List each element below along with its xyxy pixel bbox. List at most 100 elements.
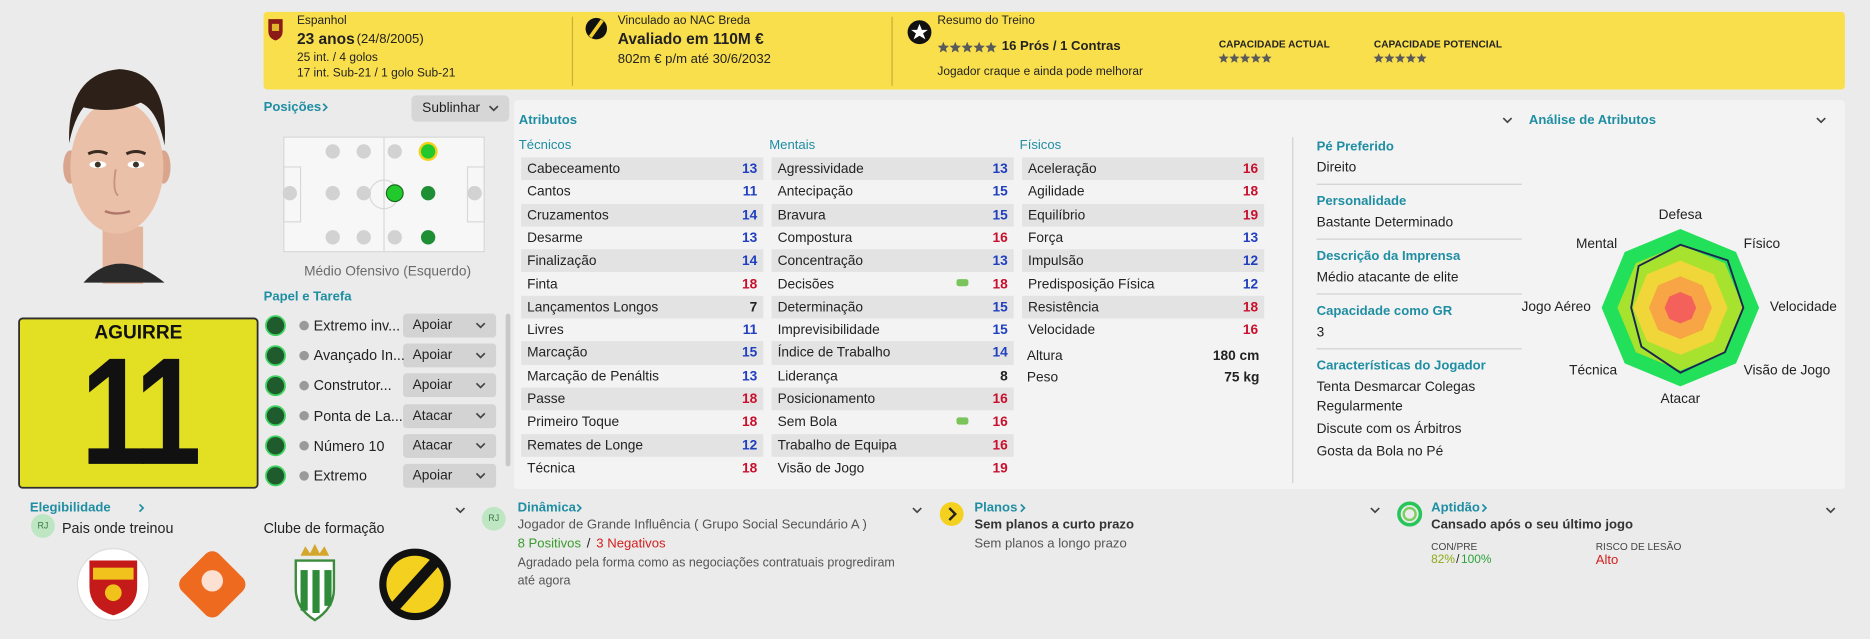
info-value: Bastante Determinado <box>1316 215 1454 231</box>
info-icon <box>299 320 309 331</box>
info-label: Capacidade como GR <box>1316 304 1453 319</box>
attribute-name: Finalização <box>527 254 597 269</box>
attribute-name: Lançamentos Longos <box>527 300 659 315</box>
injury-risk: Alto <box>1595 553 1619 568</box>
duty-dropdown[interactable] <box>403 313 497 338</box>
training-note: Jogador craque e ainda pode melhorar <box>937 65 1143 79</box>
star <box>1261 53 1272 63</box>
attribute-value: 11 <box>742 323 758 338</box>
attribute-value: 13 <box>742 231 758 246</box>
attribute-name: Liderança <box>777 369 838 384</box>
trend-icon <box>956 417 969 425</box>
radar-label: Defesa <box>1658 208 1703 223</box>
negatives: 3 Negativos <box>596 536 666 551</box>
duty-label[interactable]: Atacar <box>412 408 453 423</box>
chevron <box>576 503 582 513</box>
attribute-value: 19 <box>992 461 1008 476</box>
badge-federation <box>76 548 150 621</box>
dynamics-link[interactable]: Dinâmica <box>517 500 576 516</box>
attribute-name: Decisões <box>777 277 835 292</box>
attribute-name: Velocidade <box>1028 323 1096 338</box>
row-stripe <box>521 387 764 411</box>
duty-dropdown[interactable] <box>403 373 497 398</box>
positives: 8 Positivos <box>517 536 582 551</box>
star <box>937 41 950 53</box>
highlight-dropdown-label[interactable]: Sublinhar <box>422 101 481 116</box>
radar-label: Visão de Jogo <box>1743 363 1831 378</box>
attribute-value: 7 <box>749 300 758 315</box>
attribute-value: 13 <box>742 369 758 384</box>
chevron <box>1825 507 1836 514</box>
plans-link[interactable]: Planos <box>974 500 1018 516</box>
attributes-title: Atributos <box>518 113 578 128</box>
attribute-value: 14 <box>742 208 758 223</box>
header-bar <box>263 11 1845 90</box>
duty-label[interactable]: Apoiar <box>412 378 453 393</box>
dynamics-status: Jogador de Grande Influência ( Grupo Soc… <box>517 517 867 532</box>
birth-date: (24/8/2005) <box>356 32 424 47</box>
duty-label[interactable]: Atacar <box>412 438 453 453</box>
divider <box>1316 183 1522 185</box>
role-name: Número 10 <box>313 437 385 455</box>
attribute-value: 18 <box>742 277 758 292</box>
eligibility-link[interactable]: Elegibilidade <box>29 500 111 516</box>
attribute-value: 13 <box>992 254 1008 269</box>
fitness-icon <box>1397 501 1423 527</box>
chevron <box>475 442 486 449</box>
row-stripe <box>521 157 764 181</box>
attribute-name: Remates de Longe <box>527 438 644 453</box>
chevron <box>455 507 466 514</box>
shirt <box>18 317 259 489</box>
duty-label[interactable]: Apoiar <box>412 468 453 484</box>
attribute-value: 13 <box>992 162 1008 177</box>
plans-icon <box>939 502 964 526</box>
fitness-link[interactable]: Aptidão <box>1431 500 1480 516</box>
attribute-value: 15 <box>992 300 1008 315</box>
info-value: Discute com os Árbitros <box>1316 421 1462 436</box>
attribute-group: Mentais <box>769 138 816 153</box>
weight-value: 75 kg <box>1224 370 1260 386</box>
attribute-value: 16 <box>1242 323 1259 338</box>
row-stripe <box>771 295 1014 319</box>
info-icon <box>299 471 309 481</box>
pros-cons: 16 Prós / 1 Contras <box>1001 39 1121 54</box>
radar-label: Físico <box>1743 237 1781 252</box>
row-stripe <box>1022 249 1265 273</box>
badge-youth-club <box>294 543 336 622</box>
attribute-name: Concentração <box>777 254 863 269</box>
attribute-name: Trabalho de Equipa <box>777 438 897 453</box>
duty-label[interactable]: Apoiar <box>412 348 453 363</box>
positions-link[interactable]: Posições <box>263 100 322 115</box>
info-value: 3 <box>1316 325 1325 340</box>
attribute-name: Finta <box>527 277 558 292</box>
duty-dropdown[interactable] <box>403 433 497 458</box>
chevron <box>138 503 145 513</box>
role-name: Ponta de La... <box>313 407 403 425</box>
potential-ability-label: CAPACIDADE POTENCIAL <box>1373 38 1503 51</box>
duty-label[interactable]: Apoiar <box>412 318 453 333</box>
attribute-name: Aceleração <box>1028 162 1097 177</box>
star <box>973 41 985 53</box>
attribute-value: 16 <box>992 415 1008 430</box>
row-stripe <box>521 433 764 457</box>
attribute-value: 15 <box>992 208 1008 223</box>
attribute-value: 18 <box>742 415 758 430</box>
nationality: Espanhol <box>296 14 347 28</box>
chevron <box>488 105 499 112</box>
attribute-name: Agressividade <box>777 162 864 177</box>
radar-label: Velocidade <box>1769 300 1837 315</box>
row-stripe <box>771 433 1014 457</box>
duty-dropdown[interactable] <box>403 403 497 428</box>
dynamics-badge: RJ <box>488 512 500 524</box>
attribute-name: Imprevisibilidade <box>777 323 880 338</box>
attribute-name: Força <box>1028 231 1064 246</box>
sharpness: 100% <box>1460 553 1492 567</box>
attribute-name: Desarme <box>527 231 583 246</box>
duty-dropdown[interactable] <box>403 463 497 488</box>
info-icon <box>299 350 309 361</box>
duty-dropdown[interactable] <box>403 343 497 368</box>
height-value: 180 cm <box>1212 349 1260 364</box>
club: Vinculado ao NAC Breda <box>617 14 751 28</box>
info-value: Direito <box>1316 161 1357 176</box>
